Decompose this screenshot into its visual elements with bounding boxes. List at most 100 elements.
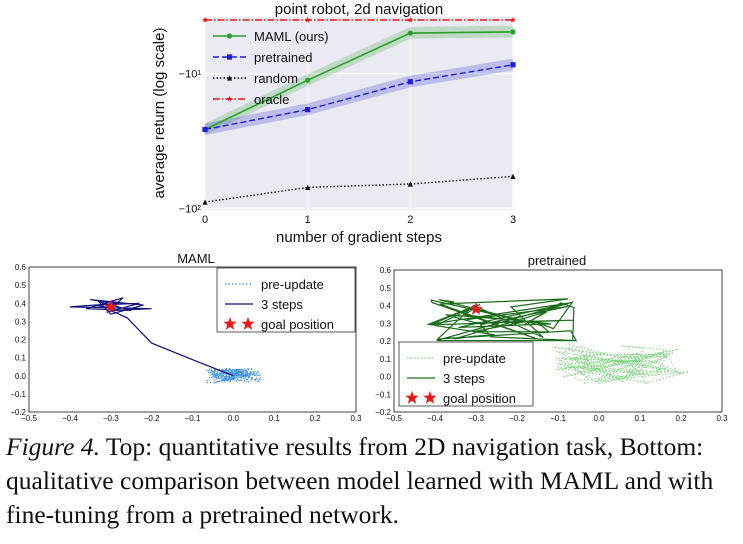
top-point-random <box>202 199 208 205</box>
caption-label: Figure 4. <box>6 432 100 461</box>
top-legend-marker-random <box>226 75 233 81</box>
pretrained-series-pre-update <box>551 343 689 385</box>
top-x-tick-label: 3 <box>510 214 516 226</box>
top-series-line-maml <box>204 31 514 131</box>
maml-legend-label-2: goal position <box>261 317 334 332</box>
maml-y-tick-label: 0.2 <box>15 336 27 345</box>
maml-legend-label-1: 3 steps <box>261 297 303 312</box>
top-legend-label-pretrained: pretrained <box>254 50 313 65</box>
pretrained-legend-star-a <box>405 391 419 404</box>
top-point-maml <box>510 29 516 35</box>
pretrained-y-tick-label: −0.2 <box>375 408 391 417</box>
top-legend-label-maml: MAML (ours) <box>254 29 329 44</box>
top-legend-marker-pretrained <box>226 54 233 60</box>
maml-legend-star-a <box>223 317 237 330</box>
maml-legend-star-b <box>241 317 255 330</box>
maml-legend-label-0: pre-update <box>261 277 324 292</box>
pretrained-x-tick-label: 0.0 <box>593 414 605 423</box>
top-point-random <box>407 181 413 187</box>
pretrained-x-tick-label: −0.3 <box>468 414 484 423</box>
pretrained-y-tick-label: 0.6 <box>380 266 392 275</box>
maml-legend-box <box>216 267 356 333</box>
maml-x-tick-label: −0.2 <box>144 414 160 423</box>
pretrained-legend-label-2: goal position <box>443 391 516 406</box>
figure-caption: Figure 4. Top: quantitative results from… <box>6 430 738 532</box>
top-point-maml <box>407 30 413 36</box>
pretrained-y-tick-label: −0.1 <box>375 390 391 399</box>
top-point-oracle <box>510 16 516 23</box>
caption-text: Top: quantitative results from 2D naviga… <box>6 432 714 529</box>
maml-x-tick-label: 0.1 <box>269 414 281 423</box>
maml-x-tick-label: 0.3 <box>350 414 362 423</box>
top-legend-label-random: random <box>254 71 298 86</box>
pretrained-y-tick-label: 0.1 <box>380 355 392 364</box>
top-point-oracle <box>304 16 311 23</box>
top-legend: MAML (ours) pretrained random oracle <box>213 29 329 107</box>
pretrained-legend-star-b <box>423 391 437 404</box>
maml-y-tick-label: −0.2 <box>10 408 26 417</box>
maml-chart-title: MAML <box>177 251 215 266</box>
top-y-tick-label: −10² <box>179 203 202 215</box>
pretrained-y-tick-label: 0.2 <box>380 337 392 346</box>
top-chart: point robot, 2d navigation average retur… <box>151 1 516 246</box>
maml-y-tick-label: 0.5 <box>15 281 27 290</box>
top-point-pretrained <box>305 106 311 113</box>
maml-x-tick-label: 0.2 <box>310 414 322 423</box>
top-y-tick-label: −10¹ <box>179 69 202 81</box>
top-x-axis-label: number of gradient steps <box>276 229 442 246</box>
top-point-oracle <box>202 16 208 23</box>
top-point-pretrained <box>407 79 413 85</box>
pretrained-x-tick-label: −0.4 <box>427 414 443 423</box>
pretrained-y-tick-label: 0.3 <box>380 319 392 328</box>
maml-y-tick-label: 0.3 <box>15 317 27 326</box>
pretrained-legend-label-1: 3 steps <box>443 371 485 386</box>
pretrained-x-tick-label: −0.5 <box>386 414 402 423</box>
maml-y-tick-label: 0.0 <box>15 372 27 381</box>
pretrained-legend: pre-update 3 steps goal position <box>398 341 534 407</box>
top-point-oracle <box>407 16 414 23</box>
pretrained-y-tick-label: 0.0 <box>380 373 392 382</box>
pretrained-chart-title: pretrained <box>528 253 587 268</box>
top-series-line-random <box>204 175 514 203</box>
maml-y-tick-label: 0.4 <box>15 299 27 308</box>
top-point-pretrained <box>510 62 516 68</box>
top-chart-title: point robot, 2d navigation <box>275 1 443 18</box>
top-band-maml <box>205 25 513 136</box>
top-series-line-pretrained <box>204 64 514 131</box>
pretrained-x-tick-label: −0.1 <box>550 414 566 423</box>
maml-y-tick-label: 0.1 <box>15 354 27 363</box>
maml-x-tick-label: 0.0 <box>228 414 240 423</box>
maml-legend: pre-update 3 steps goal position <box>216 267 356 333</box>
maml-y-tick-label: 0.6 <box>15 263 27 272</box>
top-point-random <box>510 173 516 180</box>
top-point-maml <box>305 77 311 83</box>
pretrained-legend-box <box>398 341 534 407</box>
maml-x-tick-label: −0.1 <box>185 414 201 423</box>
pretrained-goal-star <box>469 302 483 315</box>
pretrained-x-tick-label: 0.2 <box>675 414 687 423</box>
top-x-tick-label: 0 <box>202 214 208 226</box>
top-x-tick-label: 2 <box>407 214 413 226</box>
pretrained-y-tick-label: 0.4 <box>380 302 392 311</box>
maml-x-tick-label: −0.3 <box>103 414 119 423</box>
top-plot-area <box>205 17 513 210</box>
top-point-random <box>305 184 311 191</box>
pretrained-series-3-steps <box>427 298 578 342</box>
pretrained-trajectory-chart: pretrained −0.5 −0.4 −0.3 −0.2 −0.1 0.0 0.1 0.2… <box>375 253 728 423</box>
top-y-axis-label: average return (log scale) <box>151 28 168 199</box>
pretrained-x-tick-label: 0.3 <box>716 414 728 423</box>
maml-x-tick-label: −0.5 <box>21 414 37 423</box>
pretrained-y-tick-label: 0.5 <box>380 284 392 293</box>
maml-x-tick-label: −0.4 <box>62 414 78 423</box>
top-legend-marker-maml <box>226 33 233 39</box>
pretrained-legend-label-0: pre-update <box>443 351 506 366</box>
top-x-tick-label: 1 <box>305 214 311 226</box>
pretrained-x-tick-label: 0.1 <box>634 414 646 423</box>
pretrained-x-tick-label: −0.2 <box>509 414 525 423</box>
top-legend-label-oracle: oracle <box>254 92 289 107</box>
top-point-pretrained <box>202 126 208 133</box>
maml-goal-star <box>104 299 118 313</box>
maml-y-tick-label: −0.1 <box>10 390 26 399</box>
top-legend-marker-oracle <box>226 95 233 102</box>
